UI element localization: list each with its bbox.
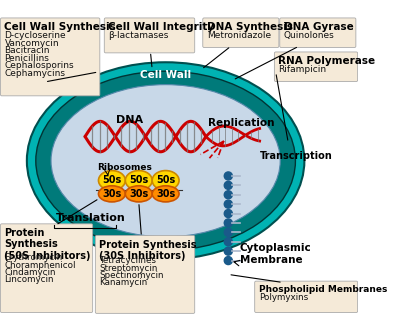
Text: Protein
Synthesis
(50S Inhibitors): Protein Synthesis (50S Inhibitors) [4,228,91,261]
Text: Cell Wall Integrity: Cell Wall Integrity [108,22,214,32]
Circle shape [224,209,232,217]
FancyBboxPatch shape [203,18,279,47]
Ellipse shape [152,171,179,190]
Text: Cell Wall Synthesis: Cell Wall Synthesis [4,22,116,32]
Ellipse shape [98,171,125,190]
Text: Transcription: Transcription [260,151,332,161]
Ellipse shape [152,186,179,202]
Ellipse shape [125,171,152,190]
Text: Cell Wall: Cell Wall [140,70,191,80]
Text: Polymyxins: Polymyxins [259,293,308,302]
Circle shape [224,191,232,199]
Circle shape [224,200,232,208]
Text: Rifampicin: Rifampicin [278,65,326,74]
FancyBboxPatch shape [95,235,195,313]
Text: Protein Synthesis
(30S Inhibitors): Protein Synthesis (30S Inhibitors) [99,239,197,261]
Ellipse shape [51,85,280,237]
Text: DNA Synthesis: DNA Synthesis [207,22,293,32]
FancyBboxPatch shape [274,52,358,81]
Circle shape [224,172,232,180]
Ellipse shape [36,71,296,250]
Text: Vancomycin: Vancomycin [4,39,59,48]
Text: Cephalosporins: Cephalosporins [4,61,74,70]
Text: 50s: 50s [129,175,148,185]
Circle shape [224,228,232,236]
Text: Tetracyclines: Tetracyclines [99,257,156,266]
FancyBboxPatch shape [104,18,195,53]
Text: Bacitracin: Bacitracin [4,46,50,55]
Text: Replication: Replication [208,118,275,128]
Text: Translation: Translation [56,213,125,223]
Text: Cephamycins: Cephamycins [4,69,66,78]
Text: D-cycloserine: D-cycloserine [4,31,66,40]
Text: Lincomycin: Lincomycin [4,275,54,284]
Text: 30s: 30s [129,189,148,199]
Circle shape [224,238,232,246]
Text: Cindamycin: Cindamycin [4,268,56,277]
Text: Spectinomycin: Spectinomycin [99,271,164,280]
Text: DNA Gyrase: DNA Gyrase [284,22,354,32]
FancyBboxPatch shape [255,281,358,313]
Text: 50s: 50s [156,175,175,185]
Text: Ribosomes: Ribosomes [97,163,152,172]
Text: β-lactamases: β-lactamases [108,31,169,40]
Ellipse shape [98,186,125,202]
Text: Kanamycin: Kanamycin [99,279,148,288]
Text: 50s: 50s [102,175,122,185]
Text: Quinolones: Quinolones [284,31,334,40]
Text: Choramphenicol: Choramphenicol [4,261,76,270]
Ellipse shape [125,186,152,202]
Text: Cytoplasmic
Membrane: Cytoplasmic Membrane [240,243,312,265]
FancyBboxPatch shape [280,18,356,47]
Text: Erythromycin: Erythromycin [4,253,63,262]
Circle shape [224,247,232,255]
Circle shape [224,219,232,227]
Ellipse shape [27,62,304,259]
Circle shape [224,181,232,189]
Circle shape [224,257,232,265]
Text: DNA: DNA [116,116,143,126]
Text: Metronidazole: Metronidazole [207,31,271,40]
Text: Phospholipid Membranes: Phospholipid Membranes [259,285,387,294]
Text: Streptomycin: Streptomycin [99,264,158,273]
FancyBboxPatch shape [0,224,93,313]
Text: Penicillins: Penicillins [4,54,49,63]
Text: 30s: 30s [102,189,122,199]
FancyBboxPatch shape [0,18,100,96]
Text: 30s: 30s [156,189,175,199]
Text: RNA Polymerase: RNA Polymerase [278,56,376,66]
